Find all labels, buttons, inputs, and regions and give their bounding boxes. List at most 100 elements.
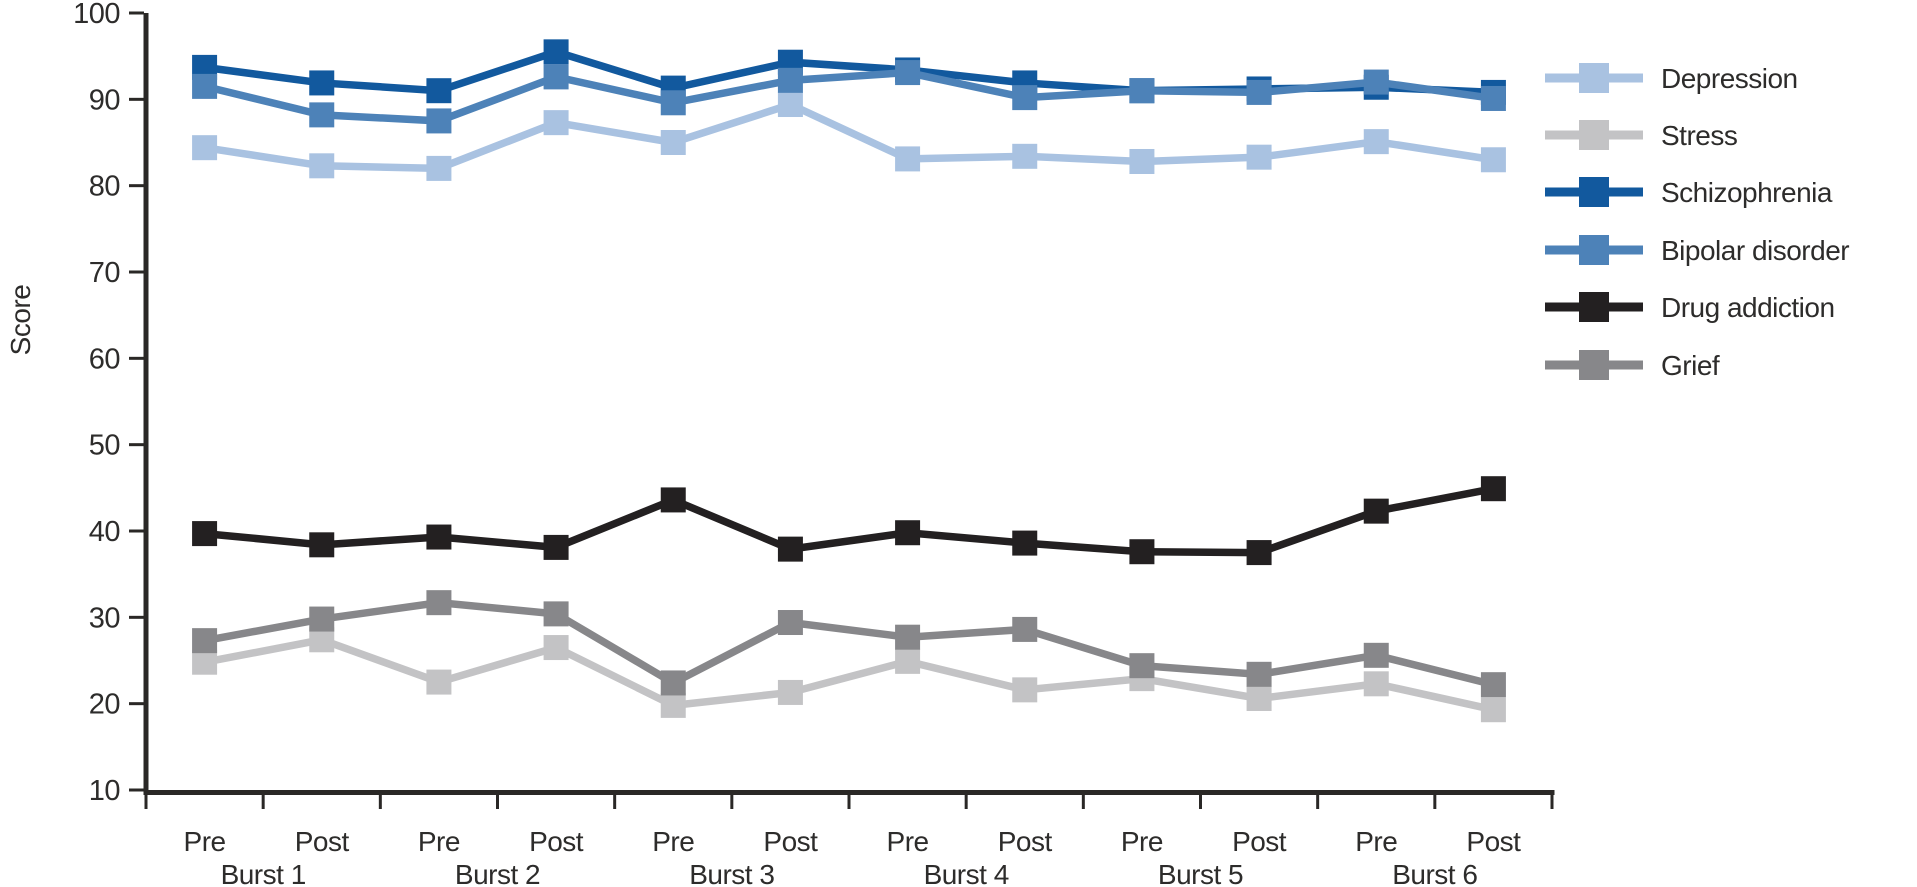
legend-label-drug-addiction: Drug addiction bbox=[1661, 292, 1835, 323]
marker-drug-addiction bbox=[1129, 539, 1155, 565]
y-tick-label: 40 bbox=[89, 516, 120, 548]
marker-grief bbox=[777, 610, 803, 636]
marker-bipolar-disorder bbox=[543, 64, 569, 90]
marker-bipolar-disorder bbox=[895, 60, 921, 86]
x-point-label: Post bbox=[1466, 826, 1521, 857]
x-point-label: Post bbox=[763, 826, 818, 857]
marker-depression bbox=[1363, 129, 1389, 155]
marker-depression bbox=[1129, 148, 1155, 174]
marker-drug-addiction bbox=[192, 521, 218, 547]
marker-stress bbox=[1246, 685, 1272, 711]
marker-bipolar-disorder bbox=[426, 108, 452, 134]
marker-drug-addiction bbox=[660, 487, 686, 513]
marker-bipolar-disorder bbox=[1480, 85, 1506, 111]
marker-stress bbox=[192, 649, 218, 675]
legend-swatch-square-drug-addiction bbox=[1579, 292, 1609, 322]
x-point-label: Pre bbox=[184, 826, 226, 857]
marker-drug-addiction bbox=[1480, 476, 1506, 502]
marker-depression bbox=[192, 135, 218, 161]
series-stress bbox=[192, 627, 1506, 723]
marker-depression bbox=[543, 110, 569, 136]
x-burst-label: Burst 4 bbox=[924, 859, 1009, 887]
y-tick-label: 90 bbox=[89, 84, 120, 116]
legend-item-depression: Depression bbox=[1545, 63, 1798, 94]
marker-depression bbox=[777, 92, 803, 118]
series-line-drug-addiction bbox=[204, 485, 1495, 557]
marker-grief bbox=[660, 670, 686, 696]
marker-depression bbox=[660, 130, 686, 155]
marker-drug-addiction bbox=[543, 534, 569, 560]
marker-drug-addiction bbox=[777, 536, 803, 562]
x-point-label: Pre bbox=[652, 826, 694, 857]
marker-depression bbox=[309, 153, 335, 179]
marker-stress bbox=[777, 679, 803, 705]
marker-grief bbox=[1246, 661, 1272, 687]
marker-bipolar-disorder bbox=[777, 67, 803, 93]
marker-stress bbox=[895, 648, 921, 674]
y-tick-label: 50 bbox=[89, 430, 120, 462]
x-point-label: Post bbox=[529, 826, 584, 857]
x-point-label: Post bbox=[1232, 826, 1287, 857]
legend-swatch-square-schizophrenia bbox=[1579, 177, 1609, 207]
marker-stress bbox=[543, 635, 569, 661]
x-burst-label: Burst 3 bbox=[689, 859, 774, 887]
marker-depression bbox=[1012, 143, 1038, 169]
marker-drug-addiction bbox=[1246, 540, 1272, 566]
x-point-label: Post bbox=[295, 826, 350, 857]
marker-bipolar-disorder bbox=[1363, 69, 1389, 95]
marker-grief bbox=[1012, 616, 1038, 642]
legend-label-schizophrenia: Schizophrenia bbox=[1661, 177, 1833, 208]
marker-grief bbox=[192, 628, 218, 654]
y-tick-label: 20 bbox=[89, 689, 120, 721]
marker-depression bbox=[895, 146, 921, 172]
marker-schizophrenia bbox=[309, 70, 335, 96]
marker-schizophrenia bbox=[543, 39, 569, 65]
legend-item-drug-addiction: Drug addiction bbox=[1545, 292, 1835, 323]
legend-swatch-square-grief bbox=[1579, 350, 1609, 380]
marker-bipolar-disorder bbox=[1246, 79, 1272, 105]
y-tick-label: 30 bbox=[89, 602, 120, 634]
marker-bipolar-disorder bbox=[660, 90, 686, 116]
marker-drug-addiction bbox=[309, 532, 335, 558]
legend-label-grief: Grief bbox=[1661, 350, 1720, 381]
x-point-label: Pre bbox=[418, 826, 460, 857]
marker-grief bbox=[1480, 672, 1506, 698]
marker-depression bbox=[1480, 147, 1506, 173]
x-point-label: Post bbox=[998, 826, 1053, 857]
marker-stress bbox=[660, 692, 686, 718]
marker-bipolar-disorder bbox=[1129, 78, 1155, 104]
marker-stress bbox=[1480, 697, 1506, 723]
series-depression bbox=[192, 92, 1506, 181]
series-bipolar-disorder bbox=[192, 60, 1506, 134]
marker-bipolar-disorder bbox=[309, 102, 335, 128]
marker-bipolar-disorder bbox=[1012, 85, 1038, 111]
marker-grief bbox=[1129, 653, 1155, 679]
legend-swatch-square-bipolar-disorder bbox=[1579, 235, 1609, 265]
marker-grief bbox=[543, 601, 569, 627]
y-tick-label: 60 bbox=[89, 343, 120, 375]
y-axis-title: Score bbox=[5, 285, 36, 356]
x-point-label: Pre bbox=[1121, 826, 1163, 857]
series-line-stress bbox=[203, 635, 1495, 714]
series-line-grief bbox=[203, 598, 1495, 689]
legend-item-stress: Stress bbox=[1545, 120, 1738, 151]
series-line-bipolar-disorder bbox=[203, 68, 1494, 125]
series-drug-addiction bbox=[192, 476, 1506, 566]
series-line-depression bbox=[204, 100, 1494, 173]
legend-label-stress: Stress bbox=[1661, 120, 1737, 151]
marker-drug-addiction bbox=[895, 520, 921, 546]
legend-label-bipolar-disorder: Bipolar disorder bbox=[1661, 235, 1849, 266]
x-burst-label: Burst 5 bbox=[1158, 859, 1243, 887]
y-tick-label: 10 bbox=[89, 775, 120, 807]
marker-grief bbox=[895, 624, 921, 650]
series-schizophrenia bbox=[192, 39, 1506, 105]
marker-drug-addiction bbox=[426, 524, 452, 550]
marker-stress bbox=[1363, 671, 1389, 697]
marker-stress bbox=[426, 669, 452, 695]
x-point-label: Pre bbox=[887, 826, 929, 857]
marker-depression bbox=[1246, 144, 1272, 170]
marker-stress bbox=[1012, 677, 1038, 703]
x-burst-label: Burst 2 bbox=[455, 859, 540, 887]
